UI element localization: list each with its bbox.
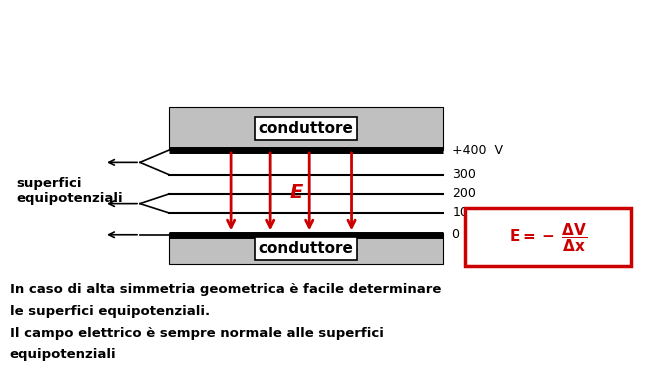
Text: conduttore: conduttore bbox=[258, 121, 353, 136]
Bar bbox=[169, 232, 443, 264]
Text: superfici
equipotenziali: superfici equipotenziali bbox=[16, 177, 123, 205]
Text: +400  V: +400 V bbox=[452, 144, 503, 156]
Text: E: E bbox=[290, 183, 303, 201]
Text: 0   V: 0 V bbox=[452, 228, 481, 241]
Bar bbox=[169, 107, 443, 150]
Bar bbox=[465, 208, 631, 266]
Text: le superfici equipotenziali.: le superfici equipotenziali. bbox=[10, 305, 210, 318]
Text: equipotenziali: equipotenziali bbox=[10, 348, 117, 361]
Text: In caso di alta simmetria geometrica è facile determinare: In caso di alta simmetria geometrica è f… bbox=[10, 283, 441, 296]
Text: $\bf{E = -\ \dfrac{\Delta V}{\Delta x}}$: $\bf{E = -\ \dfrac{\Delta V}{\Delta x}}$ bbox=[509, 221, 588, 254]
Text: 200: 200 bbox=[452, 188, 477, 200]
Text: 100: 100 bbox=[452, 207, 477, 219]
Text: 300: 300 bbox=[452, 168, 477, 181]
Text: Il campo elettrico è sempre normale alle superfici: Il campo elettrico è sempre normale alle… bbox=[10, 327, 383, 340]
Text: conduttore: conduttore bbox=[258, 241, 353, 256]
